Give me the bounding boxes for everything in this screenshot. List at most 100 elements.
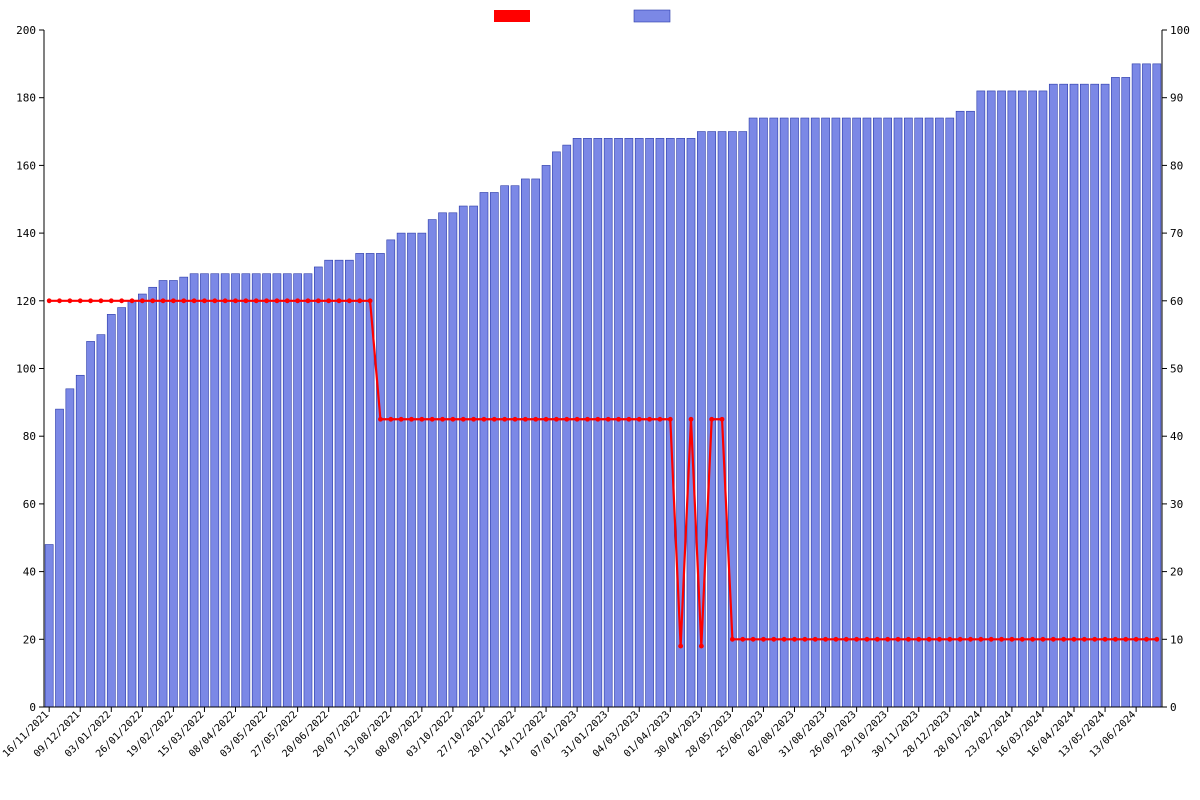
left-tick-label: 100 — [16, 363, 36, 376]
line-marker — [564, 417, 569, 422]
line-marker — [875, 637, 880, 642]
line-marker — [316, 298, 321, 303]
line-marker — [419, 417, 424, 422]
line-marker — [88, 298, 93, 303]
line-marker — [637, 417, 642, 422]
bar — [946, 118, 954, 707]
bar — [149, 287, 157, 707]
line-marker — [492, 417, 497, 422]
line-marker — [57, 298, 62, 303]
bar — [614, 138, 622, 707]
line-marker — [461, 417, 466, 422]
line-marker — [740, 637, 745, 642]
line-marker — [1092, 637, 1097, 642]
bar — [998, 91, 1006, 707]
bar — [387, 240, 395, 707]
line-marker — [150, 298, 155, 303]
line-marker — [709, 417, 714, 422]
line-marker — [78, 298, 83, 303]
bar — [470, 206, 478, 707]
bar — [190, 274, 198, 707]
line-marker — [854, 637, 859, 642]
line-marker — [223, 298, 228, 303]
line-marker — [306, 298, 311, 303]
left-tick-label: 40 — [23, 566, 36, 579]
bar — [397, 233, 405, 707]
line-marker — [865, 637, 870, 642]
chart-container: 0204060801001201401601802000102030405060… — [0, 0, 1200, 800]
bar — [325, 260, 333, 707]
line-marker — [802, 637, 807, 642]
line-marker — [647, 417, 652, 422]
line-marker — [1030, 637, 1035, 642]
bar — [376, 253, 384, 707]
bar — [242, 274, 250, 707]
bar — [1101, 84, 1109, 707]
bar — [604, 138, 612, 707]
line-marker — [1061, 637, 1066, 642]
line-marker — [233, 298, 238, 303]
bar — [811, 118, 819, 707]
right-tick-label: 100 — [1170, 24, 1190, 37]
line-marker — [326, 298, 331, 303]
bar — [273, 274, 281, 707]
bar — [801, 118, 809, 707]
line-marker — [1144, 637, 1149, 642]
line-marker — [1010, 637, 1015, 642]
bar — [55, 409, 63, 707]
line-marker — [823, 637, 828, 642]
bar — [501, 186, 509, 707]
bar — [904, 118, 912, 707]
bar — [780, 118, 788, 707]
bar — [490, 192, 498, 707]
bar — [304, 274, 312, 707]
line-marker — [1041, 637, 1046, 642]
bar — [873, 118, 881, 707]
left-tick-label: 120 — [16, 295, 36, 308]
line-marker — [782, 637, 787, 642]
bar — [894, 118, 902, 707]
legend-swatch-line — [494, 10, 530, 22]
line-marker — [1123, 637, 1128, 642]
line-marker — [171, 298, 176, 303]
bar — [76, 375, 84, 707]
bar — [449, 213, 457, 707]
bar — [1008, 91, 1016, 707]
line-marker — [67, 298, 72, 303]
line-marker — [699, 644, 704, 649]
line-marker — [937, 637, 942, 642]
bar — [563, 145, 571, 707]
bar — [656, 138, 664, 707]
line-marker — [347, 298, 352, 303]
line-marker — [844, 637, 849, 642]
line-marker — [109, 298, 114, 303]
line-marker — [595, 417, 600, 422]
line-marker — [243, 298, 248, 303]
line-marker — [761, 637, 766, 642]
right-tick-label: 60 — [1170, 295, 1183, 308]
line-marker — [947, 637, 952, 642]
line-marker — [337, 298, 342, 303]
bar — [594, 138, 602, 707]
line-marker — [192, 298, 197, 303]
right-tick-label: 0 — [1170, 701, 1177, 714]
bar — [294, 274, 302, 707]
line-marker — [430, 417, 435, 422]
bar — [646, 138, 654, 707]
bar — [1111, 77, 1119, 707]
bar — [1029, 91, 1037, 707]
line-marker — [668, 417, 673, 422]
bar — [532, 179, 540, 707]
bar — [138, 294, 146, 707]
bar — [542, 165, 550, 707]
bar — [583, 138, 591, 707]
bar — [842, 118, 850, 707]
legend-swatch-bar — [634, 10, 670, 22]
line-marker — [1103, 637, 1108, 642]
line-marker — [544, 417, 549, 422]
line-marker — [968, 637, 973, 642]
bar — [1080, 84, 1088, 707]
right-tick-label: 50 — [1170, 363, 1183, 376]
bar — [66, 389, 74, 707]
bar — [345, 260, 353, 707]
